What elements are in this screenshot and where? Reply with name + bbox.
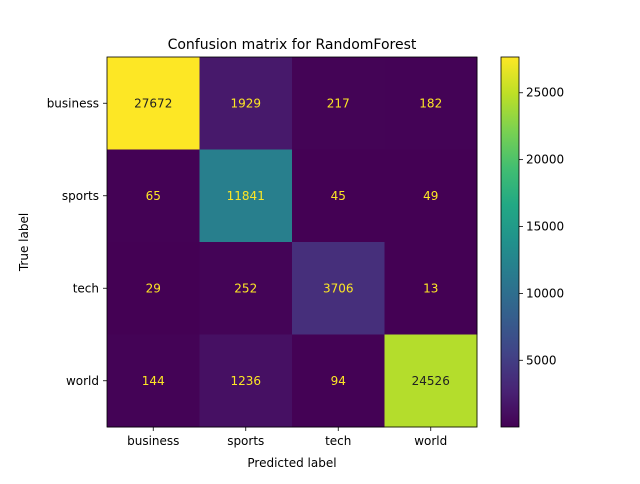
- cell-value-label: 1929: [230, 96, 261, 110]
- cell-value-label: 65: [146, 189, 161, 203]
- y-tick-label: sports: [62, 189, 99, 203]
- cell-value-label: 3706: [323, 281, 354, 295]
- matrix-cell-3-1: [199, 334, 293, 428]
- colorbar-gradient: [501, 57, 519, 427]
- colorbar-tick-label: 15000: [526, 220, 564, 234]
- cell-value-label: 1236: [230, 374, 261, 388]
- matrix-cell-1-0: [107, 149, 200, 243]
- cell-value-label: 11841: [227, 189, 265, 203]
- chart-title: Confusion matrix for RandomForest: [168, 37, 417, 53]
- colorbar: 5000 10000 15000 20000 25000: [500, 56, 564, 428]
- cell-value-label: 29: [146, 281, 161, 295]
- cell-value-label: 217: [327, 96, 350, 110]
- matrix-cell-2-2: [292, 242, 385, 335]
- colorbar-tick-label: 5000: [526, 353, 557, 367]
- matrix-cell-3-0: [107, 334, 200, 428]
- cell-value-label: 49: [423, 189, 438, 203]
- y-tick-label: tech: [73, 281, 99, 295]
- x-axis-label: Predicted label: [247, 456, 336, 470]
- cell-value-label: 24526: [412, 374, 450, 388]
- matrix-cell-2-0: [107, 242, 200, 335]
- matrix-cell-1-3: [384, 149, 478, 243]
- cell-value-label: 252: [234, 281, 257, 295]
- matrix-area: 27672 1929 217 182 65 11841 45 49 29 252 3706 13 144…: [106, 56, 478, 428]
- cell-value-label: 13: [423, 281, 438, 295]
- y-axis: business sports tech world: [47, 96, 107, 388]
- colorbar-tick-label: 25000: [526, 86, 564, 100]
- matrix-cell-3-3: [384, 334, 478, 428]
- x-tick-label: tech: [325, 434, 351, 448]
- matrix-cell-1-1: [199, 149, 293, 243]
- matrix-cell-0-1: [199, 57, 293, 150]
- matrix-cell-2-1: [199, 242, 293, 335]
- cell-value-label: 144: [142, 374, 165, 388]
- y-tick-label: world: [66, 374, 99, 388]
- matrix-cell-0-0: [107, 57, 200, 150]
- cell-value-label: 182: [419, 96, 442, 110]
- colorbar-frame: [500, 56, 520, 428]
- colorbar-tick-label: 20000: [526, 153, 564, 167]
- matrix-cell-0-2: [292, 57, 385, 150]
- matrix-cell-1-2: [292, 149, 385, 243]
- matrix-cell-0-3: [384, 57, 478, 150]
- colorbar-tick-label: 10000: [526, 286, 564, 300]
- cell-value-label: 94: [331, 374, 346, 388]
- x-axis: business sports tech world: [127, 427, 447, 448]
- y-tick-label: business: [47, 96, 99, 110]
- matrix-cell-3-2: [292, 334, 385, 428]
- matrix-frame: [106, 56, 478, 428]
- cell-value-label: 27672: [134, 96, 172, 110]
- matrix-cell-2-3: [384, 242, 478, 335]
- cell-value-label: 45: [331, 189, 346, 203]
- x-tick-label: business: [127, 434, 179, 448]
- x-tick-label: sports: [227, 434, 264, 448]
- y-axis-label: True label: [17, 213, 31, 272]
- x-tick-label: world: [414, 434, 447, 448]
